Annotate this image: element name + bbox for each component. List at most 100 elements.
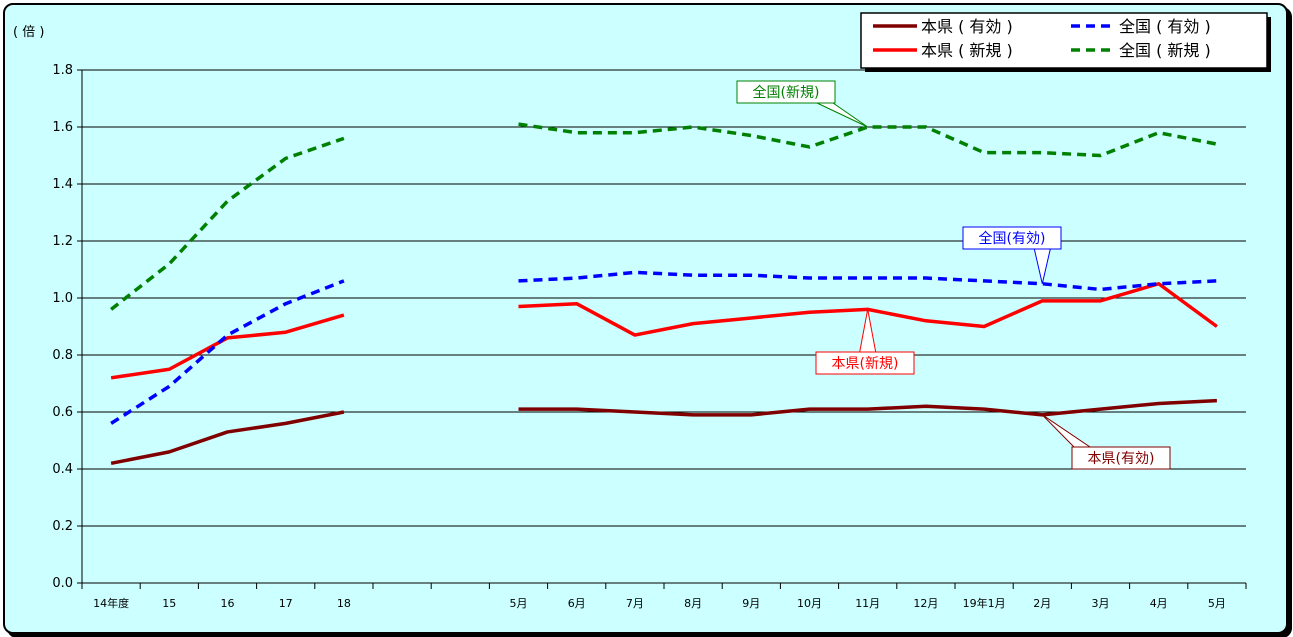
data-point xyxy=(517,407,521,411)
x-tick-label: 5月 xyxy=(1208,597,1226,610)
data-point xyxy=(866,407,870,411)
x-tick-label: 11月 xyxy=(855,597,880,610)
y-tick-label: 0.6 xyxy=(52,405,73,420)
data-point xyxy=(691,413,695,417)
x-tick-label: 7月 xyxy=(626,597,644,610)
y-tick-label: 1.4 xyxy=(52,177,73,192)
legend-box xyxy=(860,12,1268,69)
data-point xyxy=(1157,282,1161,286)
data-point xyxy=(167,384,171,388)
data-point xyxy=(924,404,928,408)
y-tick-label: 1.0 xyxy=(52,291,73,306)
x-tick-label: 5月 xyxy=(510,597,528,610)
data-point xyxy=(808,407,812,411)
data-point xyxy=(1215,279,1219,283)
callout-pointer xyxy=(1041,414,1092,448)
y-tick-label: 0.4 xyxy=(52,462,73,477)
series-line-2 xyxy=(518,270,1217,292)
x-axis: 14年度 15 16 17 18 5月 6月 7月 8月 9月 10月 11月 12月 19年1月 2月 3月… xyxy=(81,70,1247,610)
data-point xyxy=(1215,399,1219,403)
series-line-0 xyxy=(518,398,1217,417)
data-point xyxy=(575,276,579,280)
legend-label: 本県 ( 新規 ) xyxy=(921,41,1013,60)
callout-label: 本県(有効) xyxy=(1088,451,1155,467)
data-point xyxy=(982,279,986,283)
callout-box xyxy=(736,80,836,104)
data-point xyxy=(1099,407,1103,411)
data-point xyxy=(691,322,695,326)
line-chart: 0.0 0.2 0.4 0.6 0.8 1.0 1.2 1.4 1.6 1.8 14年度 15 16 1… xyxy=(13,12,1271,610)
data-point xyxy=(575,407,579,411)
legend-label: 全国 ( 有効 ) xyxy=(1119,17,1211,36)
x-tick-label: 14年度 xyxy=(93,596,129,610)
data-point xyxy=(342,279,346,283)
data-point xyxy=(924,319,928,323)
data-point xyxy=(633,270,637,274)
y-tick-label: 1.2 xyxy=(52,234,73,249)
data-point xyxy=(1215,142,1219,146)
data-point xyxy=(167,450,171,454)
data-point xyxy=(284,421,288,425)
data-point xyxy=(226,333,230,337)
data-point xyxy=(866,276,870,280)
series-line-0 xyxy=(110,410,345,466)
callout-pointer xyxy=(816,102,868,128)
data-point xyxy=(284,156,288,160)
data-point xyxy=(1215,325,1219,329)
data-point xyxy=(109,461,113,465)
callout-label: 本県(新規) xyxy=(832,356,899,372)
data-point xyxy=(109,307,113,311)
data-point xyxy=(749,273,753,277)
y-tick-label: 0.2 xyxy=(52,519,73,534)
legend-label: 本県 ( 有効 ) xyxy=(921,17,1013,36)
data-point xyxy=(342,136,346,140)
data-point xyxy=(517,279,521,283)
data-point xyxy=(808,276,812,280)
series-lines xyxy=(109,122,1219,466)
callout-box xyxy=(962,226,1062,250)
data-point xyxy=(109,376,113,380)
data-point xyxy=(633,131,637,135)
legend: 本県 ( 有効 ) 全国 ( 有効 ) 本県 ( 新規 ) 全国 ( 新規 ) xyxy=(860,12,1271,72)
chart-frame: 0.0 0.2 0.4 0.6 0.8 1.0 1.2 1.4 1.6 1.8 14年度 15 16 1… xyxy=(3,3,1288,634)
x-tick-label: 12月 xyxy=(913,597,938,610)
data-point xyxy=(749,134,753,138)
x-tick-label: 3月 xyxy=(1092,597,1110,610)
y-tick-label: 1.8 xyxy=(52,63,73,78)
x-tick-label: 10月 xyxy=(797,597,822,610)
x-tick-label: 19年1月 xyxy=(963,596,1006,610)
data-point xyxy=(749,413,753,417)
x-tick-label: 15 xyxy=(162,597,176,610)
y-tick-label: 0.8 xyxy=(52,348,73,363)
data-point xyxy=(342,313,346,317)
data-point xyxy=(167,367,171,371)
data-point xyxy=(575,302,579,306)
grid xyxy=(82,69,1246,584)
y-tick-label: 1.6 xyxy=(52,120,73,135)
series-line-1 xyxy=(110,313,345,380)
x-tick-label: 8月 xyxy=(684,597,702,610)
data-point xyxy=(284,302,288,306)
callout-label: 全国(新規) xyxy=(753,84,820,101)
data-point xyxy=(924,276,928,280)
data-point xyxy=(808,310,812,314)
data-point xyxy=(1157,401,1161,405)
callout-pointer xyxy=(859,309,877,353)
data-point xyxy=(1099,287,1103,291)
data-point xyxy=(1099,154,1103,158)
data-point xyxy=(924,125,928,129)
data-point xyxy=(982,407,986,411)
data-point xyxy=(1099,299,1103,303)
data-point xyxy=(982,151,986,155)
x-tick-label: 16 xyxy=(221,597,235,610)
data-point xyxy=(633,333,637,337)
data-point xyxy=(109,421,113,425)
y-unit-label: ( 倍 ) xyxy=(13,25,44,40)
x-tick-label: 18 xyxy=(337,597,351,610)
x-tick-label: 4月 xyxy=(1150,597,1168,610)
callout-box xyxy=(815,351,915,375)
y-tick-label: 0.0 xyxy=(52,576,73,591)
x-tick-label: 9月 xyxy=(742,597,760,610)
data-point xyxy=(1157,131,1161,135)
data-point xyxy=(226,199,230,203)
